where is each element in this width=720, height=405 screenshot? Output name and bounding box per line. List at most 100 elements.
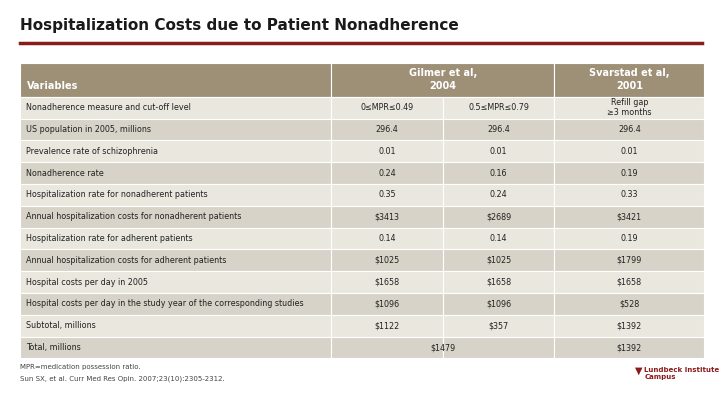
- Text: 0.33: 0.33: [621, 190, 638, 199]
- Bar: [331, 141, 443, 162]
- Text: US population in 2005, millions: US population in 2005, millions: [26, 125, 151, 134]
- Bar: [443, 184, 554, 206]
- Text: $1392: $1392: [616, 343, 642, 352]
- Text: 296.4: 296.4: [618, 125, 641, 134]
- Bar: [20, 141, 331, 162]
- Bar: [20, 97, 331, 119]
- Text: Prevalence rate of schizophrenia: Prevalence rate of schizophrenia: [26, 147, 158, 156]
- Text: Nonadherence measure and cut-off level: Nonadherence measure and cut-off level: [26, 103, 191, 112]
- Text: $1025: $1025: [374, 256, 400, 265]
- Text: Svarstad et al,
2001: Svarstad et al, 2001: [589, 68, 670, 92]
- Text: Nonadherence rate: Nonadherence rate: [26, 168, 104, 177]
- Text: Hospital costs per day in 2005: Hospital costs per day in 2005: [26, 277, 148, 287]
- Bar: [20, 228, 331, 249]
- Text: 0.35: 0.35: [378, 190, 396, 199]
- Text: $1479: $1479: [431, 343, 456, 352]
- Text: Variables: Variables: [27, 81, 78, 91]
- Text: 296.4: 296.4: [487, 125, 510, 134]
- Text: Annual hospitalization costs for adherent patients: Annual hospitalization costs for adheren…: [26, 256, 226, 265]
- Text: Refill gap
≥3 months: Refill gap ≥3 months: [607, 98, 652, 117]
- Bar: [331, 119, 443, 141]
- Text: 0.5≤MPR≤0.79: 0.5≤MPR≤0.79: [468, 103, 529, 112]
- Bar: [554, 293, 704, 315]
- Bar: [554, 141, 704, 162]
- Bar: [443, 271, 554, 293]
- Bar: [331, 337, 443, 358]
- Text: Lundbeck Institute
Campus: Lundbeck Institute Campus: [644, 367, 720, 379]
- Bar: [20, 293, 331, 315]
- Text: Hospital costs per day in the study year of the corresponding studies: Hospital costs per day in the study year…: [26, 299, 304, 309]
- Bar: [443, 337, 554, 358]
- Text: Total, millions: Total, millions: [26, 343, 81, 352]
- Bar: [443, 97, 554, 119]
- Text: $2689: $2689: [486, 212, 511, 221]
- Bar: [554, 63, 704, 97]
- Text: 0.24: 0.24: [378, 168, 396, 177]
- Bar: [20, 119, 331, 141]
- Bar: [20, 271, 331, 293]
- Text: 0.14: 0.14: [379, 234, 396, 243]
- Bar: [443, 206, 554, 228]
- Bar: [20, 337, 331, 358]
- Bar: [20, 249, 331, 271]
- Text: $1122: $1122: [374, 321, 400, 330]
- Bar: [554, 206, 704, 228]
- Text: 0.01: 0.01: [490, 147, 508, 156]
- Text: Hospitalization rate for adherent patients: Hospitalization rate for adherent patien…: [26, 234, 192, 243]
- Text: Subtotal, millions: Subtotal, millions: [26, 321, 96, 330]
- Bar: [443, 249, 554, 271]
- Bar: [443, 315, 554, 337]
- Text: $1025: $1025: [486, 256, 511, 265]
- Bar: [20, 184, 331, 206]
- Text: Hospitalization Costs due to Patient Nonadherence: Hospitalization Costs due to Patient Non…: [20, 18, 459, 33]
- Bar: [331, 206, 443, 228]
- Bar: [443, 228, 554, 249]
- Bar: [554, 119, 704, 141]
- Bar: [331, 228, 443, 249]
- Text: $1658: $1658: [617, 277, 642, 287]
- Text: 0.01: 0.01: [379, 147, 396, 156]
- Text: Annual hospitalization costs for nonadherent patients: Annual hospitalization costs for nonadhe…: [26, 212, 241, 221]
- Text: 0.19: 0.19: [621, 168, 638, 177]
- Text: $1392: $1392: [616, 321, 642, 330]
- Text: 296.4: 296.4: [376, 125, 398, 134]
- Text: $1096: $1096: [374, 299, 400, 309]
- Bar: [554, 249, 704, 271]
- Bar: [331, 249, 443, 271]
- Bar: [331, 97, 443, 119]
- Text: 0.24: 0.24: [490, 190, 508, 199]
- Bar: [443, 162, 554, 184]
- Bar: [331, 271, 443, 293]
- Bar: [443, 141, 554, 162]
- Text: $3413: $3413: [374, 212, 400, 221]
- Bar: [554, 162, 704, 184]
- Bar: [331, 184, 443, 206]
- Bar: [20, 162, 331, 184]
- Bar: [20, 63, 331, 97]
- Bar: [554, 315, 704, 337]
- Bar: [331, 293, 443, 315]
- Bar: [554, 228, 704, 249]
- Text: $1096: $1096: [486, 299, 511, 309]
- Text: 0.14: 0.14: [490, 234, 508, 243]
- Text: 0.01: 0.01: [621, 147, 638, 156]
- Text: $3421: $3421: [617, 212, 642, 221]
- Bar: [443, 119, 554, 141]
- Bar: [20, 206, 331, 228]
- Text: Hospitalization rate for nonadherent patients: Hospitalization rate for nonadherent pat…: [26, 190, 207, 199]
- Text: $357: $357: [488, 321, 509, 330]
- Bar: [331, 315, 443, 337]
- Text: $1799: $1799: [616, 256, 642, 265]
- Text: ▼: ▼: [635, 365, 642, 375]
- Text: $1658: $1658: [374, 277, 400, 287]
- Text: Gilmer et al,
2004: Gilmer et al, 2004: [409, 68, 477, 92]
- Text: Sun SX, et al. Curr Med Res Opin. 2007;23(10):2305-2312.: Sun SX, et al. Curr Med Res Opin. 2007;2…: [20, 376, 225, 382]
- Text: MPR=medication possession ratio.: MPR=medication possession ratio.: [20, 364, 141, 371]
- Text: $528: $528: [619, 299, 639, 309]
- Bar: [443, 293, 554, 315]
- Bar: [554, 184, 704, 206]
- Bar: [20, 315, 331, 337]
- Bar: [331, 63, 554, 97]
- Text: $1658: $1658: [486, 277, 511, 287]
- Text: 0.19: 0.19: [621, 234, 638, 243]
